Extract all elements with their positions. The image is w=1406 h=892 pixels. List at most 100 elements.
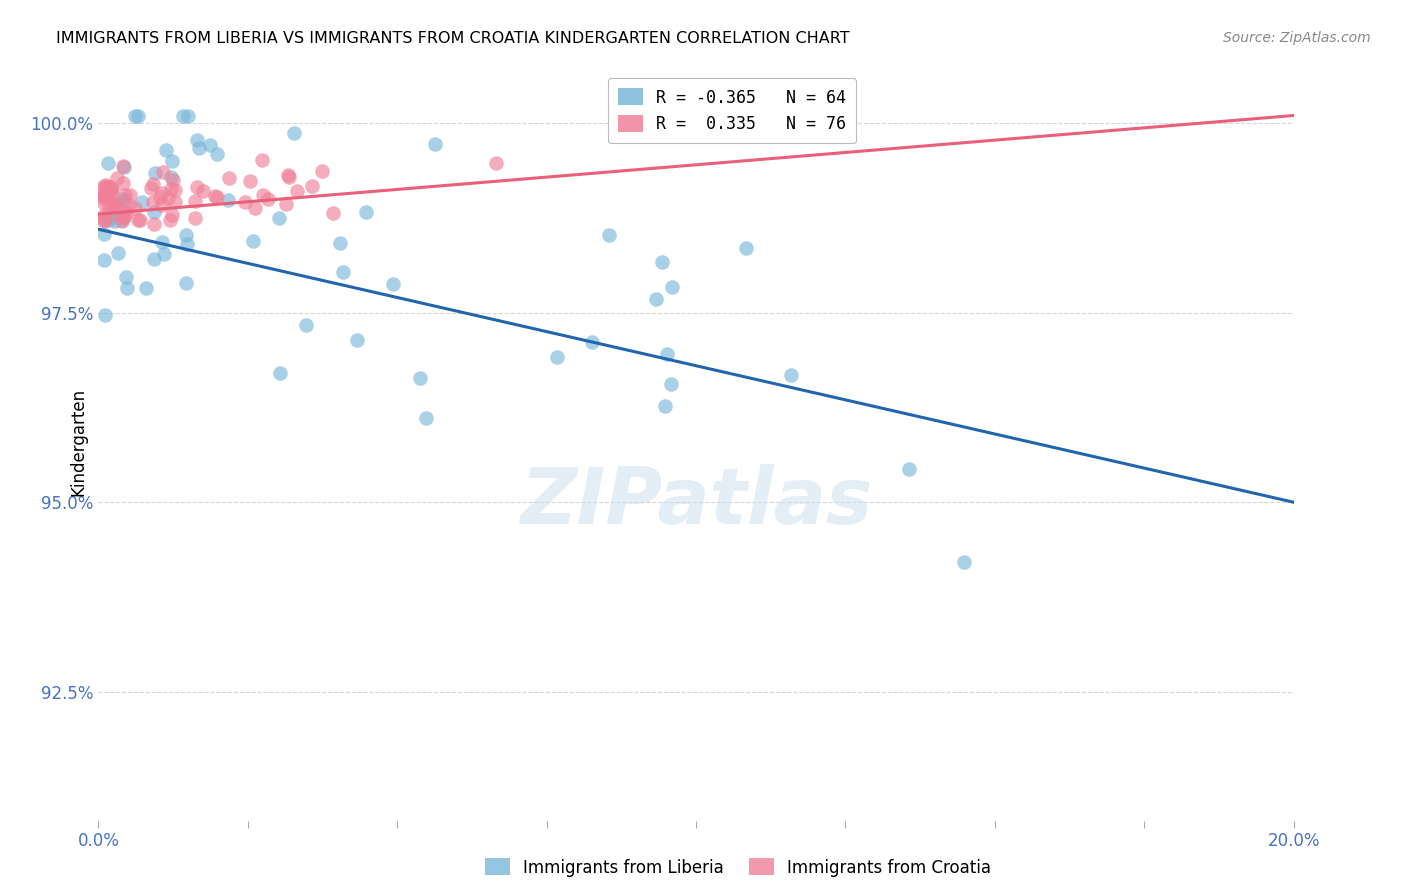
Point xyxy=(105,170,128,185)
Point xyxy=(112,192,135,206)
Point xyxy=(94,189,117,203)
Point xyxy=(184,194,207,208)
Point xyxy=(93,253,115,268)
Point xyxy=(734,241,756,255)
Point xyxy=(107,245,129,260)
Point xyxy=(111,159,134,173)
Point xyxy=(257,192,280,206)
Point xyxy=(354,205,377,219)
Point xyxy=(283,126,305,140)
Point xyxy=(278,170,301,185)
Point xyxy=(177,109,200,123)
Y-axis label: Kindergarten: Kindergarten xyxy=(69,387,87,496)
Point xyxy=(124,201,146,215)
Point xyxy=(96,182,118,196)
Point xyxy=(165,194,187,209)
Point xyxy=(127,213,149,227)
Point xyxy=(172,109,194,123)
Point xyxy=(415,411,437,425)
Point xyxy=(598,227,620,242)
Point xyxy=(143,204,166,219)
Point xyxy=(204,188,226,202)
Point xyxy=(174,277,197,291)
Point xyxy=(114,188,136,202)
Point xyxy=(245,201,267,215)
Point xyxy=(242,235,264,249)
Point xyxy=(93,178,115,193)
Point xyxy=(93,186,115,201)
Point xyxy=(186,179,208,194)
Point xyxy=(98,212,121,227)
Point xyxy=(645,292,668,306)
Point xyxy=(659,377,682,392)
Point xyxy=(174,227,197,242)
Point xyxy=(205,147,228,161)
Point xyxy=(97,180,120,194)
Point xyxy=(160,209,183,223)
Text: Source: ZipAtlas.com: Source: ZipAtlas.com xyxy=(1223,31,1371,45)
Point xyxy=(98,181,121,195)
Point xyxy=(150,198,173,212)
Point xyxy=(111,213,134,227)
Point xyxy=(93,188,115,202)
Point xyxy=(276,197,298,211)
Point xyxy=(94,308,117,322)
Point xyxy=(104,214,127,228)
Point xyxy=(100,186,122,200)
Point xyxy=(128,213,150,227)
Point xyxy=(101,210,124,224)
Point xyxy=(93,227,115,242)
Point xyxy=(332,265,354,279)
Point xyxy=(193,184,215,198)
Point xyxy=(165,183,187,197)
Point xyxy=(152,164,174,178)
Point xyxy=(100,183,122,197)
Point xyxy=(252,187,274,202)
Point xyxy=(94,185,117,199)
Point xyxy=(198,138,221,153)
Point xyxy=(183,211,205,226)
Point xyxy=(285,184,308,198)
Point xyxy=(115,269,138,284)
Point xyxy=(155,144,177,158)
Point xyxy=(96,178,118,193)
Point xyxy=(107,196,129,211)
Point xyxy=(269,366,291,380)
Point xyxy=(952,555,974,569)
Legend: Immigrants from Liberia, Immigrants from Croatia: Immigrants from Liberia, Immigrants from… xyxy=(477,850,1000,885)
Point xyxy=(159,213,181,227)
Point xyxy=(93,181,115,195)
Point xyxy=(93,212,115,227)
Point xyxy=(93,214,115,228)
Point xyxy=(152,246,174,260)
Point xyxy=(127,109,149,123)
Point xyxy=(187,141,209,155)
Point xyxy=(143,217,166,231)
Point xyxy=(780,368,803,382)
Point xyxy=(654,399,676,413)
Point xyxy=(205,190,228,204)
Point xyxy=(131,195,153,210)
Point xyxy=(93,190,115,204)
Point xyxy=(142,195,165,210)
Point xyxy=(103,196,125,211)
Point xyxy=(115,205,138,219)
Point xyxy=(112,210,135,224)
Point xyxy=(233,194,256,209)
Point xyxy=(162,173,184,187)
Point xyxy=(186,133,208,147)
Point xyxy=(112,161,135,175)
Point xyxy=(115,281,138,295)
Point xyxy=(112,204,135,219)
Point xyxy=(124,109,146,123)
Point xyxy=(156,191,179,205)
Point xyxy=(160,182,183,196)
Point xyxy=(150,235,173,250)
Point xyxy=(160,154,183,169)
Point xyxy=(661,280,683,294)
Point xyxy=(96,187,118,202)
Point xyxy=(143,252,166,267)
Point xyxy=(150,186,173,200)
Point xyxy=(651,255,673,269)
Point xyxy=(135,281,157,295)
